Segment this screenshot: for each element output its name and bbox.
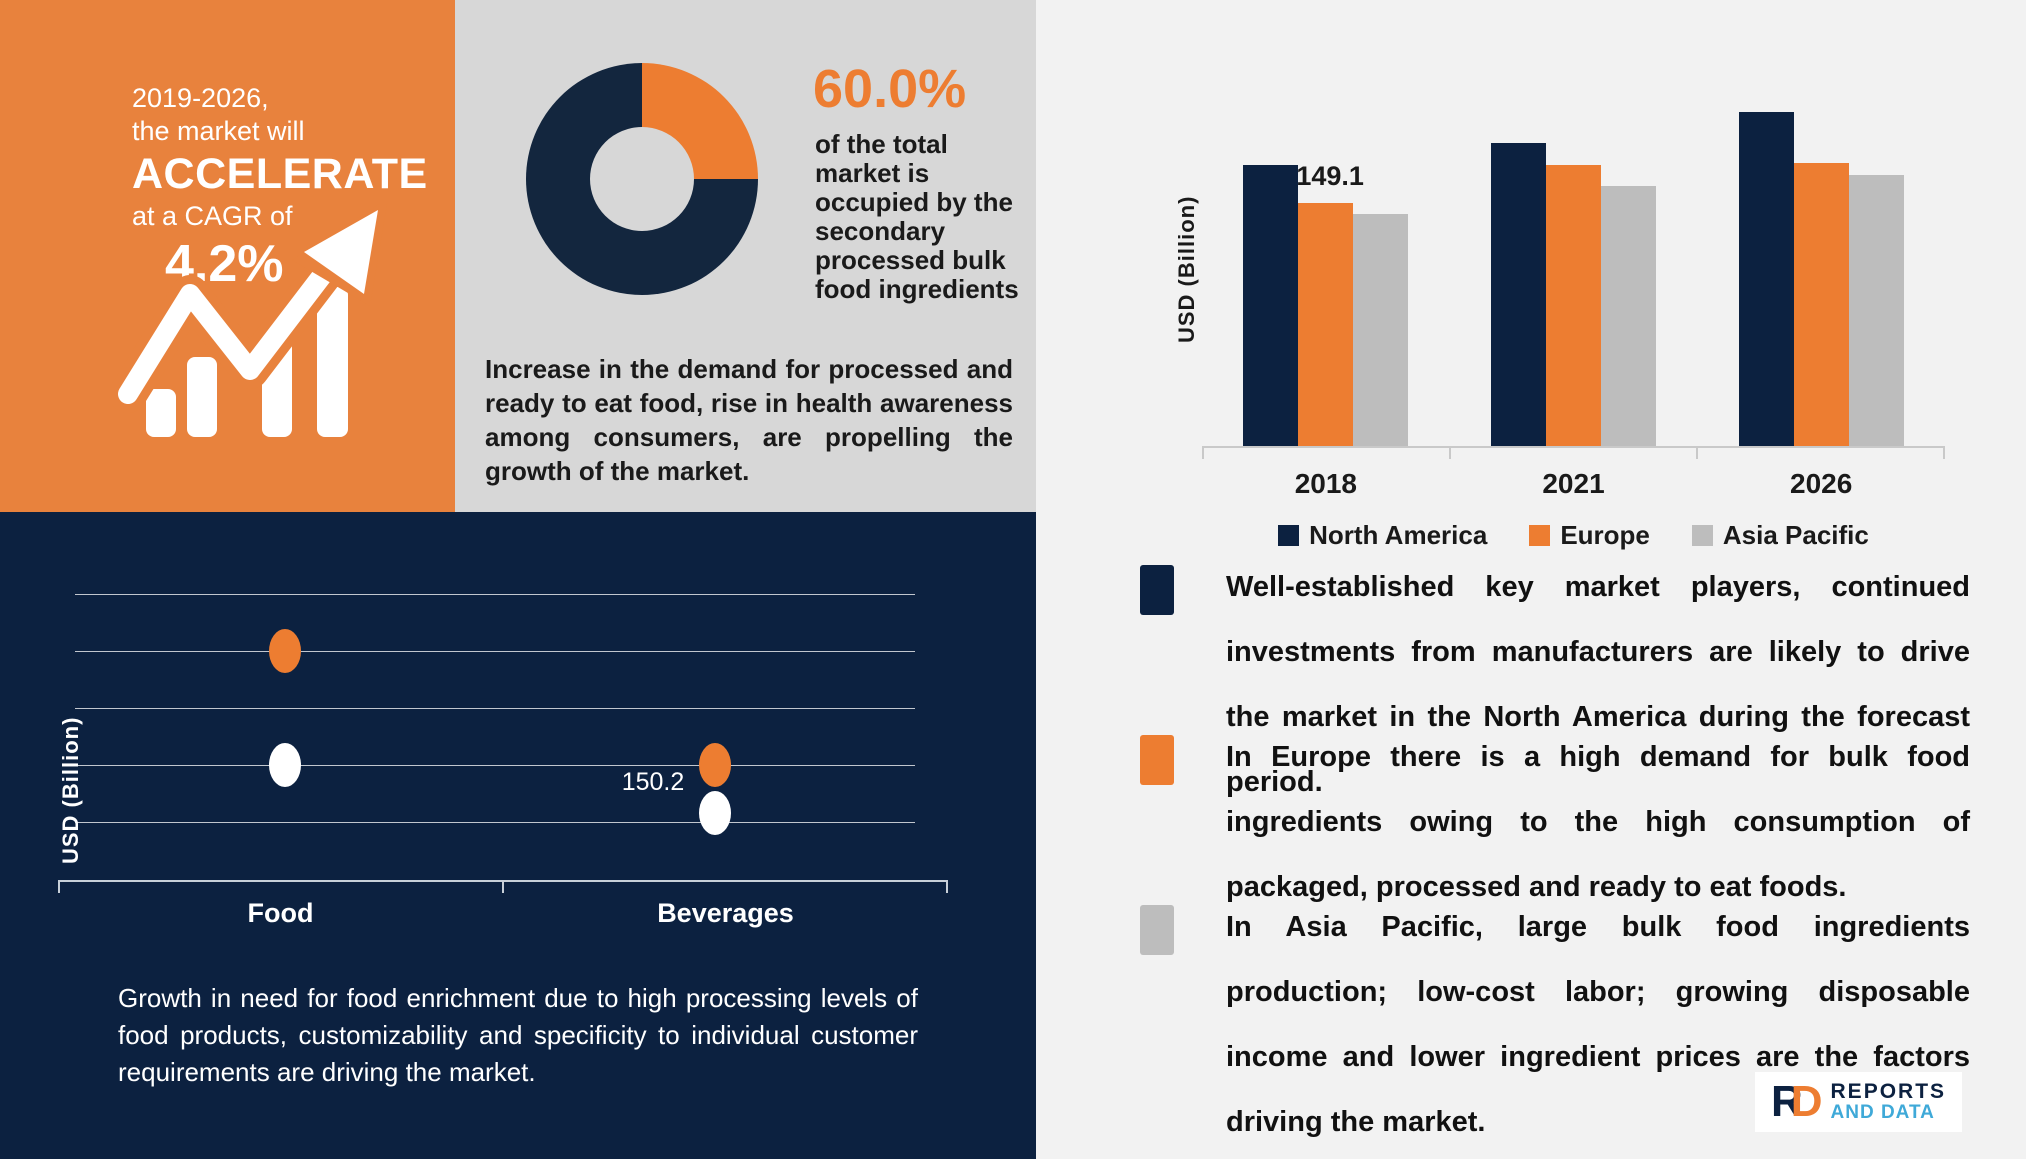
cagr-period: 2019-2026, [132,83,269,113]
logo-word-and-data: AND DATA [1830,1102,1935,1123]
rd-logo-icon: R D [1771,1080,1823,1124]
legend-item-europe: Europe [1529,520,1650,551]
share-caption: of the total market is occupied by the s… [815,129,1019,304]
regional-panel: USD (Billion) 149.1 2018 2021 2026 North A… [1036,0,2026,1159]
axis-tick [1202,448,1204,459]
bar-value-label: 149.1 [1296,160,1364,191]
bar-category-2018: 2018 [1294,468,1357,499]
bar-europe-2018 [1298,203,1354,446]
logo-letter-r: R [1770,1077,1803,1126]
bar-north-america-2018 [1243,165,1299,446]
gridline [75,651,915,652]
dot-chart-categories: Food Beverages [58,898,948,929]
legend-label: Asia Pacific [1722,520,1869,550]
gridline [75,594,915,595]
logo-letter-d: D [1790,1077,1823,1126]
bullet-row-europe: In Europe there is a high demand for bul… [1140,725,1970,920]
bullet-row-north-america: Well-established key market players, con… [1140,555,1970,815]
growth-arrow-icon [112,202,388,437]
bullet-text-europe: In Europe there is a high demand for bul… [1226,741,1970,903]
bar-europe-2026 [1793,163,1849,446]
axis-tick [502,882,504,893]
bar-north-america-2026 [1738,112,1794,446]
legend-item-north-america: North America [1278,520,1487,551]
segment-panel: USD (Billion) 150.2 Food Beverages Growth… [0,512,1036,1159]
bar-category-2021: 2021 [1542,468,1605,499]
bar-asia-pacific-2026 [1848,175,1904,446]
gridline [75,822,915,823]
cagr-panel: 2019-2026, the market will ACCELERATE at… [0,0,455,512]
legend-swatch-icon [1278,525,1300,546]
dot-chart-x-axis [58,880,948,893]
share-paragraph: Increase in the demand for processed and… [485,354,1013,486]
dot-white-food [269,743,301,787]
axis-tick [58,882,60,893]
bullet-row-asia-pacific: In Asia Pacific, large bulk food ingredi… [1140,895,1970,1155]
cagr-line4: at a CAGR of [132,201,293,231]
bar-europe-2021 [1546,165,1601,446]
cagr-line2: the market will [132,116,305,146]
bar-asia-pacific-2021 [1601,186,1656,446]
axis-tick [1449,448,1451,459]
legend-label: Europe [1560,520,1650,550]
legend-swatch-icon [1691,525,1713,546]
bullet-square-icon [1140,565,1174,615]
bar-group-2021 [1450,106,1698,446]
dot-value-label: 150.2 [621,768,685,796]
legend-item-asia-pacific: Asia Pacific [1691,520,1869,551]
bullet-text-north-america: Well-established key market players, con… [1226,571,1970,798]
logo-word-reports: REPORTS [1830,1080,1947,1103]
bar-chart-x-axis [1202,446,1945,459]
bar-category-2026: 2026 [1790,468,1853,499]
gridline [75,708,915,709]
axis-tick [1943,448,1945,459]
legend-swatch-icon [1529,525,1551,546]
bullet-square-icon [1140,905,1174,955]
share-percent: 60.0% [813,59,967,119]
bar-chart-legend: North America Europe Asia Pacific [1202,520,1945,551]
bar-group-2018: 149.1 [1202,106,1450,446]
donut-chart [526,63,758,295]
dot-white-beverages [699,791,731,836]
dot-category-food: Food [247,898,314,928]
dot-orange-food [269,629,301,673]
legend-label: North America [1309,520,1488,550]
bullet-square-icon [1140,735,1174,785]
logo-wordmark: REPORTS AND DATA [1831,1081,1947,1123]
market-share-panel: 60.0% of the total market is occupied by… [455,0,1036,512]
bar-north-america-2021 [1491,143,1546,446]
reports-and-data-logo: R D REPORTS AND DATA [1755,1072,1962,1132]
axis-tick [946,882,948,893]
bar-group-2026 [1697,106,1945,446]
dot-chart [75,594,915,836]
cagr-accelerate: ACCELERATE [132,150,428,198]
bar-chart-y-axis-label: USD (Billion) [1174,195,1199,343]
axis-tick [1696,448,1698,459]
dot-orange-beverages [699,743,731,787]
regional-bar-chart: 149.1 [1202,106,1945,446]
gridline [75,765,915,766]
dot-category-beverages: Beverages [657,898,794,928]
bullet-text-asia-pacific: In Asia Pacific, large bulk food ingredi… [1226,911,1970,1138]
bar-chart-categories: 2018 2021 2026 [1202,468,1945,500]
bar-asia-pacific-2018 [1353,214,1409,446]
segment-paragraph: Growth in need for food enrichment due t… [118,983,918,1087]
